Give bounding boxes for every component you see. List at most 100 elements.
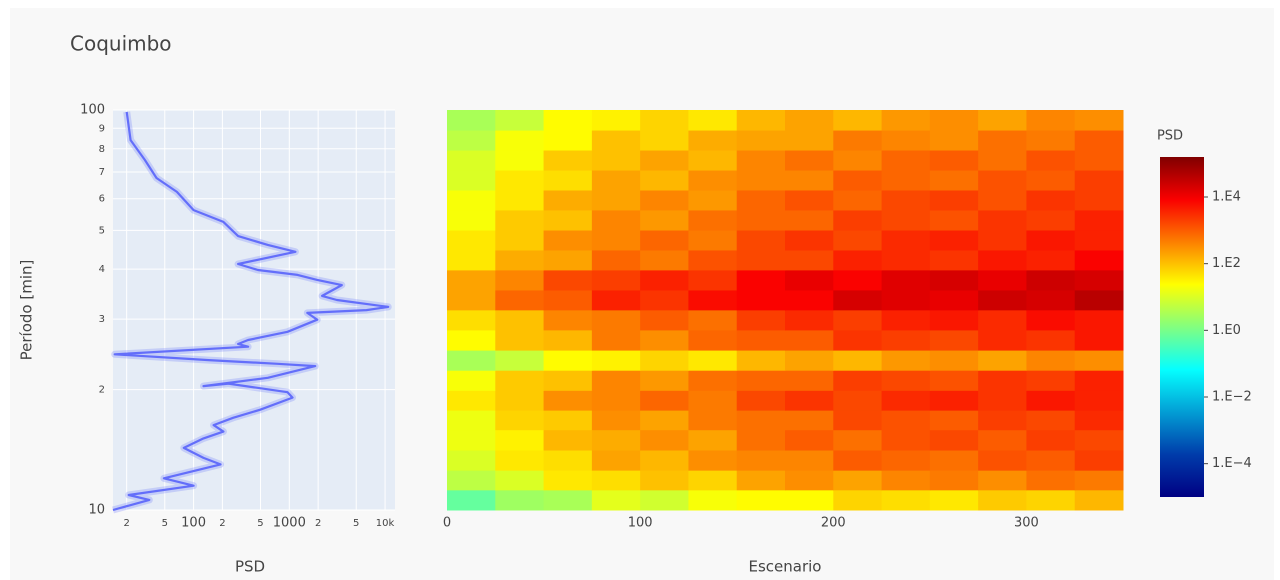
heatmap-cell — [1026, 309, 1076, 331]
heatmap-cell — [833, 350, 883, 371]
heatmap-cell — [1074, 190, 1124, 211]
heatmap-cell — [447, 190, 496, 211]
heatmap-cell — [1026, 190, 1076, 211]
heatmap-cell — [1026, 489, 1076, 511]
heatmap-cell — [978, 110, 1027, 131]
heatmap-cell — [688, 370, 738, 391]
x-tick-label: 2 — [315, 518, 321, 529]
heatmap-cell — [447, 249, 496, 271]
heatmap-cell — [1074, 130, 1124, 151]
heatmap-cell — [1026, 429, 1076, 451]
heatmap-cell — [495, 470, 545, 491]
y-tick-label: 6 — [99, 194, 105, 205]
heatmap-cell — [591, 410, 641, 431]
heatmap-cell — [495, 309, 545, 331]
heatmap-cell — [543, 429, 593, 451]
heatmap-cell — [1026, 370, 1076, 391]
heatmap-cell — [447, 329, 496, 351]
heatmap-cell — [929, 370, 979, 391]
heatmap-cell — [640, 150, 689, 171]
heatmap-cell — [591, 370, 641, 391]
heatmap-cell — [1026, 130, 1076, 151]
heatmap-cell — [833, 309, 883, 331]
heatmap-cell — [640, 450, 689, 471]
x-tick-label: 2 — [219, 518, 225, 529]
heatmap-cell — [785, 429, 834, 451]
heatmap-cell — [495, 390, 545, 411]
heatmap-cell — [833, 410, 883, 431]
heatmap-cell — [929, 110, 979, 131]
heatmap-cell — [929, 450, 979, 471]
heatmap-cell — [543, 289, 593, 311]
heatmap-cell — [640, 390, 689, 411]
heatmap-cell — [833, 329, 883, 351]
heatmap-cell — [543, 249, 593, 271]
heatmap-cell — [591, 329, 641, 351]
heatmap-cell — [881, 370, 931, 391]
heatmap-cell — [978, 450, 1027, 471]
heatmap-cell — [688, 110, 738, 131]
heatmap-cell — [447, 170, 496, 191]
heatmap-cell — [591, 269, 641, 291]
heatmap-cell — [785, 170, 834, 191]
heatmap-cell — [447, 130, 496, 151]
colorbar — [1160, 157, 1204, 497]
heatmap-cell — [640, 470, 689, 491]
heatmap-cell — [978, 209, 1027, 231]
heatmap-cell — [881, 130, 931, 151]
x-tick-label: 5 — [353, 518, 359, 529]
heatmap-cell — [640, 350, 689, 371]
heatmap-cell — [495, 130, 545, 151]
heatmap-cell — [688, 209, 738, 231]
heatmap-cell — [833, 209, 883, 231]
heatmap-cell — [495, 489, 545, 511]
heatmap-cell — [881, 489, 931, 511]
heatmap-cell — [978, 249, 1027, 271]
heatmap-cell — [543, 489, 593, 511]
heatmap-cell — [640, 130, 689, 151]
heatmap-cell — [881, 390, 931, 411]
heatmap-cell — [591, 209, 641, 231]
heatmap-cell — [929, 350, 979, 371]
heatmap-cell — [591, 150, 641, 171]
heatmap-cell — [495, 350, 545, 371]
colorbar-tick-label: 1.E0 — [1212, 323, 1241, 338]
heatmap-cell — [1026, 150, 1076, 171]
heatmap-cell — [640, 489, 689, 511]
heatmap-cell — [447, 150, 496, 171]
heatmap-cell — [495, 170, 545, 191]
heatmap-cell — [881, 110, 931, 131]
heatmap-cell — [543, 370, 593, 391]
colorbar-tick-label: 1.E−2 — [1212, 390, 1252, 405]
heatmap-cell — [881, 150, 931, 171]
heatmap-cell — [1074, 309, 1124, 331]
heatmap-cell — [785, 489, 834, 511]
x-tick-label: 100 — [181, 516, 206, 531]
heatmap-cell — [929, 329, 979, 351]
heatmap-cell — [543, 150, 593, 171]
heatmap-cell — [447, 289, 496, 311]
heatmap-cell — [785, 230, 834, 251]
heatmap-cell — [688, 289, 738, 311]
heatmap-cell — [688, 390, 738, 411]
heatmap-cell — [1026, 269, 1076, 291]
heatmap-cell — [736, 329, 786, 351]
heatmap-cell — [1026, 170, 1076, 191]
heatmap-cell — [591, 309, 641, 331]
heatmap-cell — [881, 230, 931, 251]
heatmap-cell — [736, 110, 786, 131]
heatmap-cell — [929, 130, 979, 151]
heatmap-cell — [495, 370, 545, 391]
heatmap-cell — [833, 249, 883, 271]
heatmap-cell — [1026, 450, 1076, 471]
heatmap-cell — [688, 269, 738, 291]
heatmap-cell — [978, 329, 1027, 351]
heatmap-cell — [736, 350, 786, 371]
heatmap-cell — [785, 249, 834, 271]
heatmap-cell — [1026, 209, 1076, 231]
heatmap-cell — [495, 209, 545, 231]
heatmap-cell — [1026, 350, 1076, 371]
heatmap-cell — [1074, 429, 1124, 451]
heatmap-cell — [447, 489, 496, 511]
